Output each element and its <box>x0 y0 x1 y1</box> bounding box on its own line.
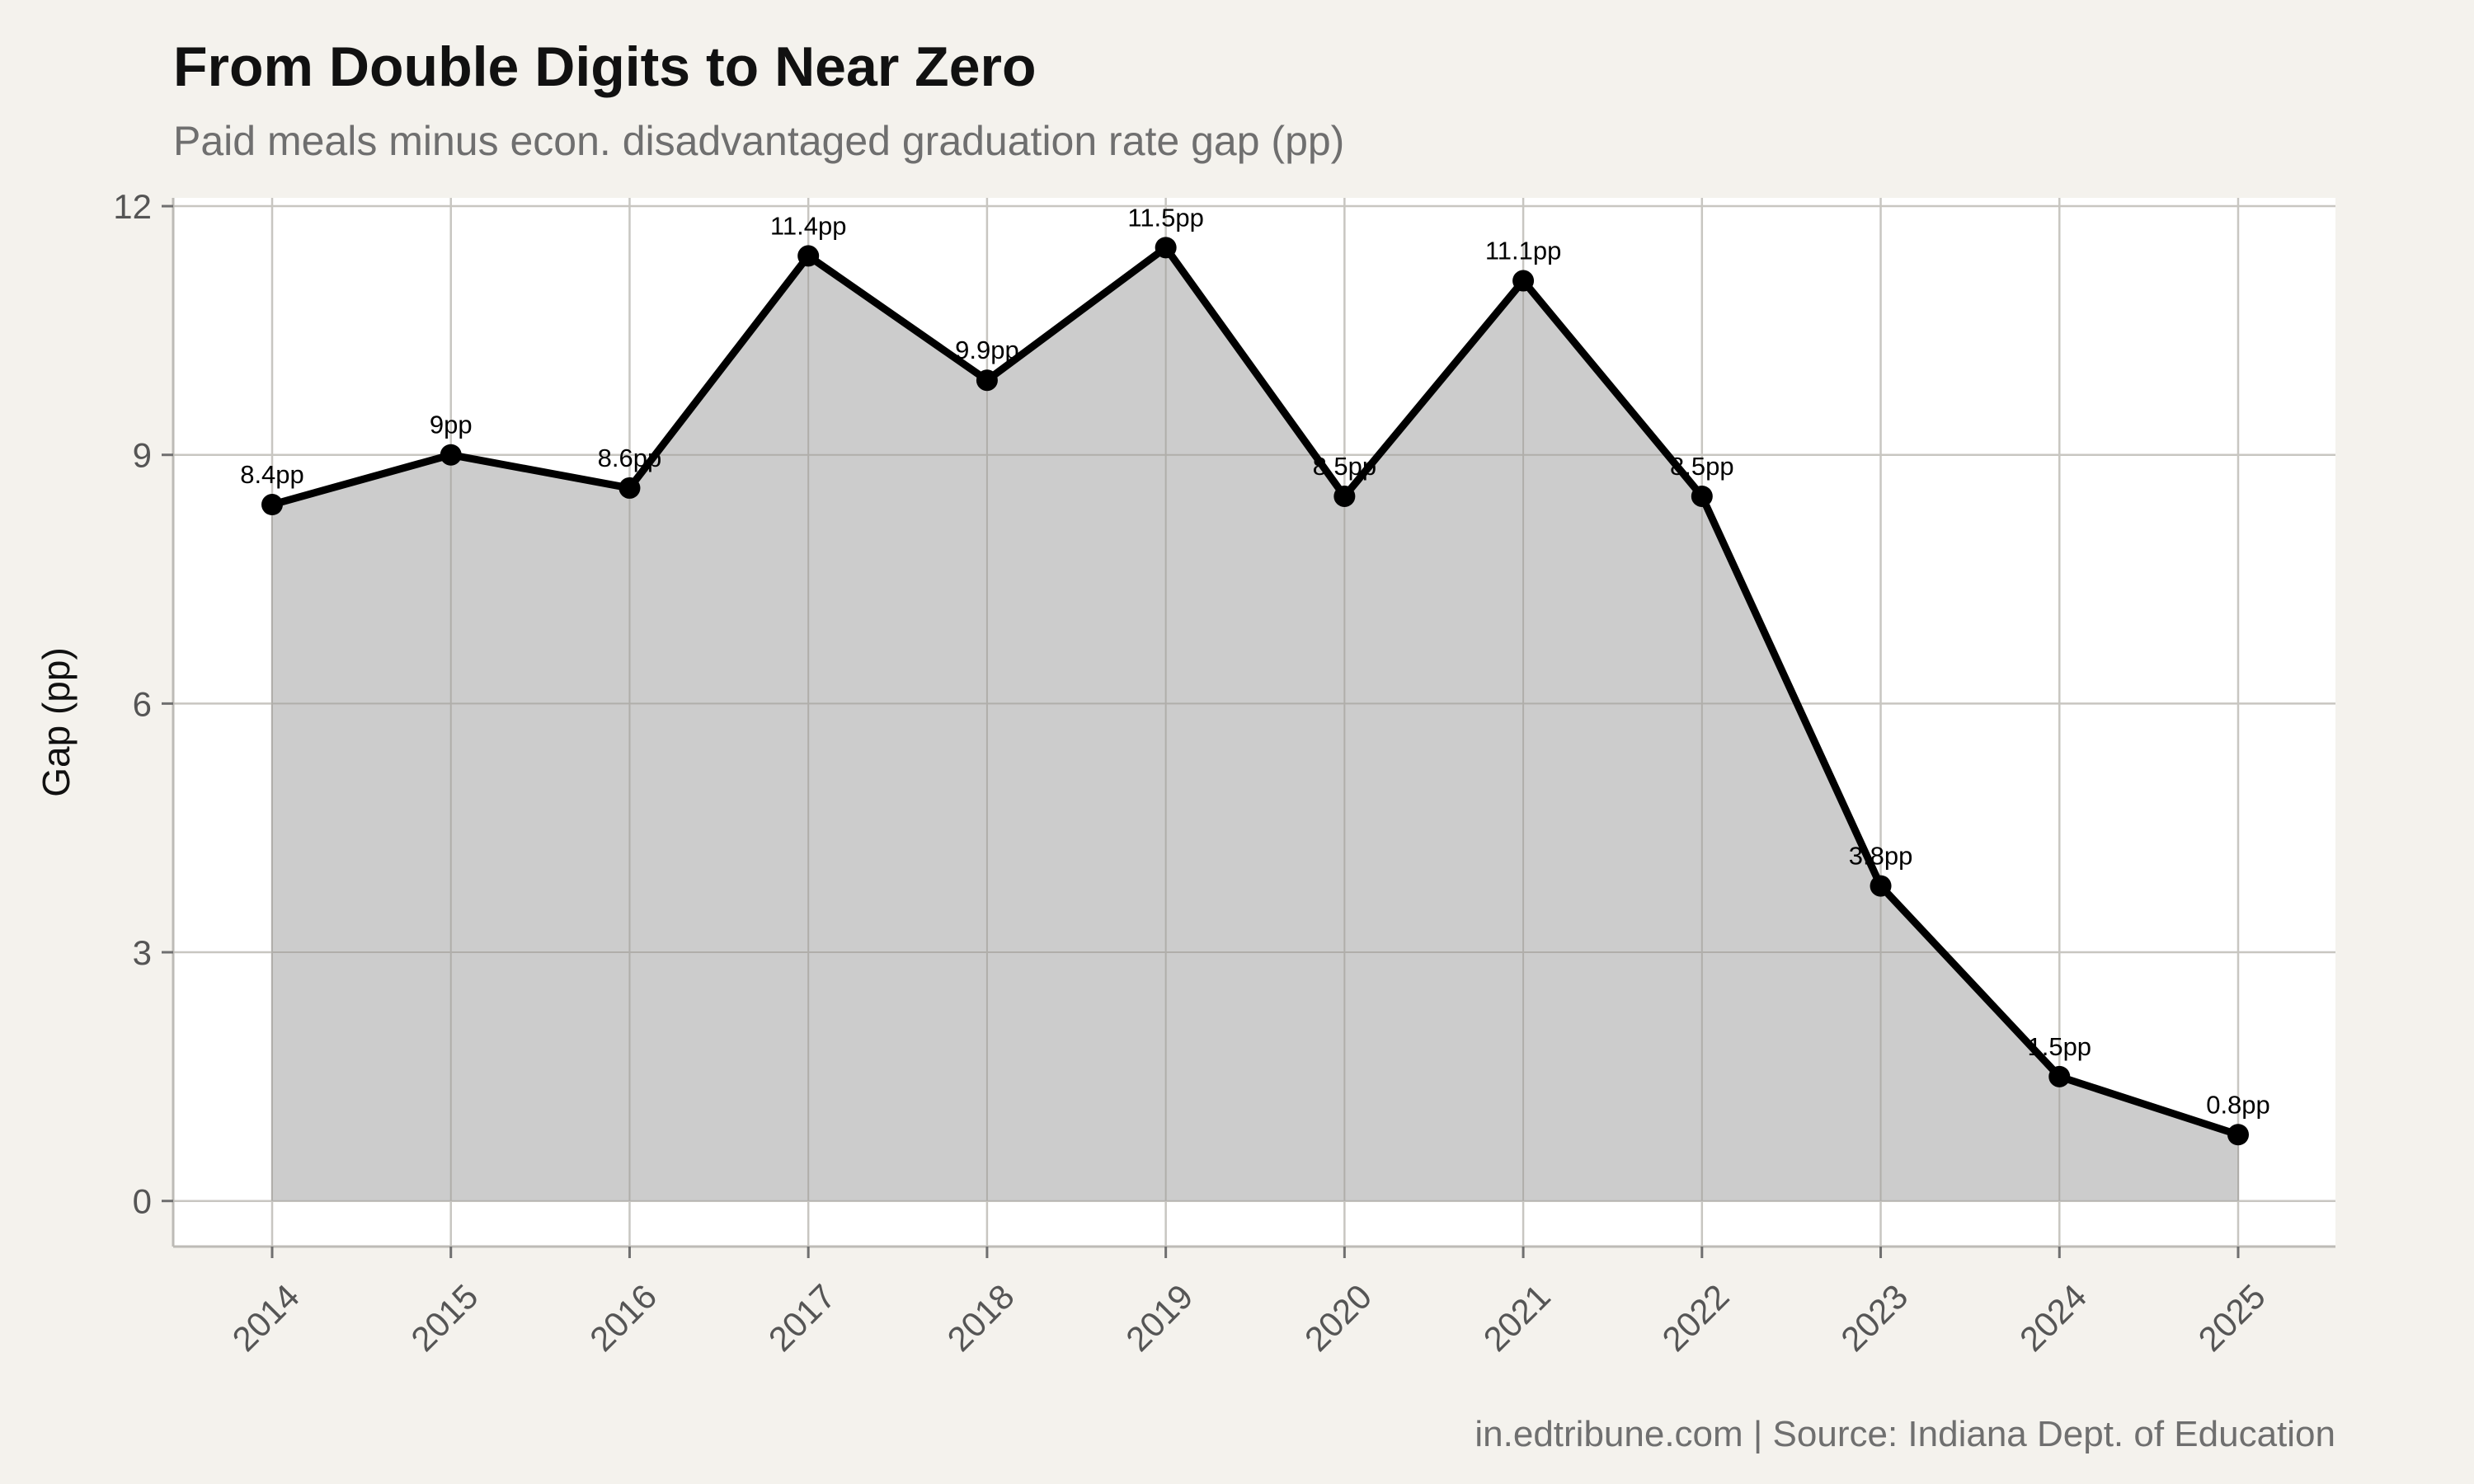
x-tick-label: 2024 <box>2012 1277 2094 1359</box>
y-tick-label: 9 <box>133 436 152 475</box>
y-axis-label: Gap (pp) <box>35 647 78 797</box>
data-points <box>261 237 2249 1146</box>
data-point <box>2227 1124 2249 1146</box>
data-label: 1.5pp <box>2027 1032 2091 1061</box>
data-label: 8.6pp <box>598 444 662 472</box>
data-label: 0.8pp <box>2206 1090 2270 1119</box>
chart-subtitle: Paid meals minus econ. disadvantaged gra… <box>173 118 1345 164</box>
data-label: 3.8pp <box>1849 842 1913 871</box>
data-point <box>1155 237 1177 259</box>
data-point <box>797 245 820 267</box>
chart-caption: in.edtribune.com | Source: Indiana Dept.… <box>1475 1414 2335 1454</box>
data-point <box>1512 270 1535 292</box>
data-label: 9pp <box>430 411 473 439</box>
data-point <box>261 494 283 516</box>
x-tick-label: 2023 <box>1833 1277 1915 1359</box>
series-line <box>268 243 2242 1139</box>
data-point <box>1333 485 1356 507</box>
y-tick-label: 0 <box>133 1182 152 1221</box>
data-point <box>440 444 462 466</box>
x-tick-label: 2022 <box>1654 1277 1736 1359</box>
x-tick-label: 2019 <box>1118 1277 1200 1359</box>
data-point <box>2048 1065 2071 1087</box>
data-labels: 8.4pp 9pp 8.6pp 11.4pp 9.9pp 11.5pp 8.5pp 11.1p… <box>240 203 2270 1119</box>
data-label: 8.5pp <box>1313 452 1377 481</box>
x-tick-label: 2021 <box>1476 1277 1558 1359</box>
data-label: 11.1pp <box>1485 237 1562 265</box>
data-label: 11.4pp <box>770 211 847 240</box>
y-tick-label: 6 <box>133 684 152 723</box>
chart-title: From Double Digits to Near Zero <box>173 35 1037 98</box>
x-tick-label: 2014 <box>225 1277 307 1359</box>
x-tick-label: 2018 <box>939 1277 1021 1359</box>
data-label: 8.4pp <box>240 460 304 489</box>
data-point <box>976 369 998 392</box>
data-label: 11.5pp <box>1127 203 1204 232</box>
data-point <box>1691 485 1713 507</box>
x-tick-label: 2025 <box>2191 1277 2273 1359</box>
y-tick-label: 12 <box>113 187 152 226</box>
x-tick-label: 2016 <box>582 1277 664 1359</box>
area-fill <box>272 247 2238 1201</box>
data-label: 8.5pp <box>1670 452 1734 481</box>
data-point <box>1870 875 1892 897</box>
y-tick-label: 3 <box>133 933 152 972</box>
data-label: 9.9pp <box>955 336 1019 364</box>
x-tick-label: 2020 <box>1297 1277 1379 1359</box>
data-point <box>618 477 641 499</box>
x-tick-label: 2015 <box>403 1277 485 1359</box>
x-tick-label: 2017 <box>761 1277 843 1359</box>
